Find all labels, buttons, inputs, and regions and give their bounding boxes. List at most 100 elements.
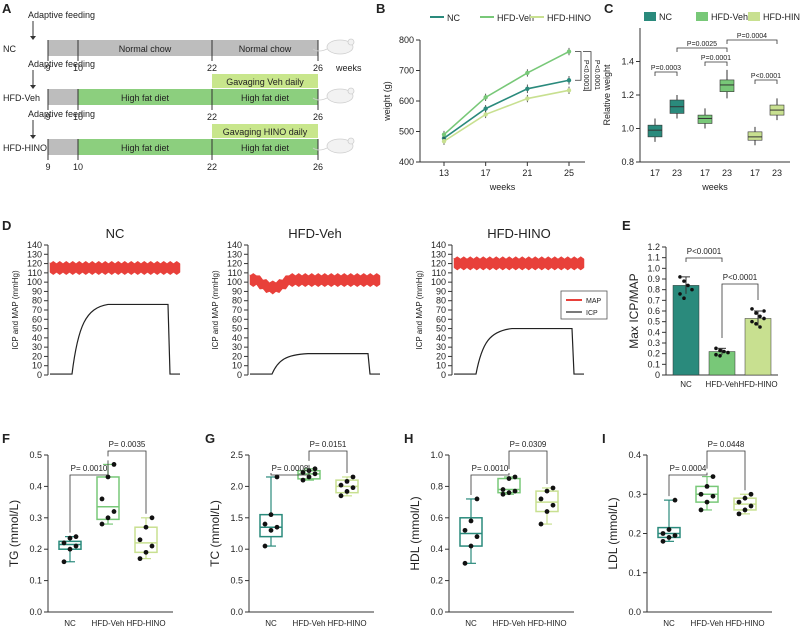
data-point xyxy=(111,509,117,514)
rat-ear-icon xyxy=(347,38,355,46)
rat-ear-icon xyxy=(347,137,355,145)
week-tick-label: 10 xyxy=(73,63,83,73)
y-tick-label: 0.8 xyxy=(647,285,660,295)
legend-swatch-NC xyxy=(644,12,656,21)
data-point xyxy=(105,515,111,521)
y-tick-label: 1.2 xyxy=(647,242,660,252)
panel-label-F: F xyxy=(2,431,10,446)
y-tick-label: 90 xyxy=(436,286,446,296)
gavage-bar xyxy=(212,74,318,88)
data-point xyxy=(710,474,716,479)
data-point xyxy=(660,538,666,544)
panel-label-D: D xyxy=(2,218,11,233)
data-point xyxy=(762,309,766,313)
y-tick-label: 0.2 xyxy=(628,529,641,539)
y-tick-label: 0.5 xyxy=(230,576,243,586)
bar-HFD-HINO xyxy=(744,318,772,376)
icp-trace xyxy=(50,303,180,375)
x-tick-label: 17 xyxy=(650,168,660,178)
y-tick-label: 100 xyxy=(27,277,42,287)
y-tick-label: 0.2 xyxy=(647,349,660,359)
y-tick-label: 0.3 xyxy=(647,338,660,348)
x-tick-label: 21 xyxy=(522,168,532,178)
y-tick-label: 120 xyxy=(431,259,446,269)
week-tick-label: 9 xyxy=(45,112,50,122)
rat-tail-icon xyxy=(312,48,328,52)
p-bracket xyxy=(754,79,778,84)
y-tick-label: 800 xyxy=(399,35,414,45)
adaptive-feeding-label: Adaptive feeding xyxy=(28,10,95,20)
data-point xyxy=(312,471,318,477)
x-tick-label: NC xyxy=(663,619,675,628)
series-line-HFD-Veh xyxy=(443,50,570,136)
data-point xyxy=(61,540,67,546)
p-value-label: P= 0.0448 xyxy=(708,440,745,449)
week-tick-label: 26 xyxy=(313,63,323,73)
y-axis-title: TC (mmol/L) xyxy=(208,500,222,567)
p-value-label: P<0.0001 xyxy=(723,273,758,282)
data-point xyxy=(143,524,149,530)
y-tick-label: 140 xyxy=(27,240,42,250)
p-value-label: P= 0.0010 xyxy=(472,464,509,473)
adaptive-feeding-label: Adaptive feeding xyxy=(28,59,95,69)
data-point xyxy=(748,503,754,509)
data-point xyxy=(714,346,718,351)
group-label: HFD-HINO xyxy=(3,143,47,153)
x-tick-label: HFD-Veh xyxy=(706,380,739,389)
adaptive-feeding-label: Adaptive feeding xyxy=(28,109,95,119)
y-tick-label: 60 xyxy=(32,314,42,324)
data-point xyxy=(698,507,704,513)
y-tick-label: 110 xyxy=(228,268,242,278)
data-point xyxy=(500,491,506,497)
data-point xyxy=(704,484,710,489)
data-point xyxy=(274,524,280,530)
segment-label: High fat diet xyxy=(121,143,170,153)
data-point xyxy=(544,509,550,514)
diet-bar-2 xyxy=(212,89,318,105)
p-bracket xyxy=(721,283,759,338)
y-tick-label: 20 xyxy=(32,351,42,361)
diet-bar-1 xyxy=(78,89,212,105)
y-tick-label: 30 xyxy=(436,342,446,352)
y-tick-label: 0.8 xyxy=(430,481,443,491)
group-label: HFD-Veh xyxy=(3,93,40,103)
x-axis-title: weeks xyxy=(489,182,516,192)
data-point xyxy=(736,499,742,505)
data-point xyxy=(300,470,306,475)
y-tick-label: 0.0 xyxy=(230,607,243,617)
trace-title: HFD-HINO xyxy=(487,226,551,241)
rat-tail-icon xyxy=(312,147,328,151)
series-line-HFD-HINO xyxy=(443,89,570,142)
rat-tail-icon xyxy=(312,97,328,101)
icp-trace xyxy=(250,353,380,375)
y-tick-label: 140 xyxy=(431,240,446,250)
data-point xyxy=(762,316,766,321)
data-point xyxy=(73,543,79,549)
data-point xyxy=(718,354,722,358)
p-value-label: P<0.0001 xyxy=(751,73,781,80)
x-tick-label: HFD-HINO xyxy=(126,619,165,628)
segment-label: High fat diet xyxy=(241,143,290,153)
y-tick-label: 0.1 xyxy=(628,568,641,578)
p-bracket xyxy=(470,472,510,495)
data-point xyxy=(468,518,474,524)
data-point xyxy=(754,311,758,315)
adaptive-bar xyxy=(48,139,78,155)
y-tick-label: 130 xyxy=(227,249,242,259)
y-tick-label: 90 xyxy=(32,286,42,296)
legend-label: ICP xyxy=(586,310,598,317)
p-bracket xyxy=(270,464,310,476)
p-bracket xyxy=(107,450,147,514)
data-point xyxy=(690,287,694,292)
week-tick-label: 10 xyxy=(73,162,83,172)
y-tick-label: 0.0 xyxy=(628,607,641,617)
data-point-HFD-Veh xyxy=(483,95,488,100)
data-point xyxy=(274,474,280,480)
p-bracket xyxy=(676,47,728,52)
panel-label-G: G xyxy=(205,431,215,446)
week-tick-label: 26 xyxy=(313,112,323,122)
data-point-NC xyxy=(525,86,530,92)
data-point xyxy=(262,543,268,549)
diet-bar-2 xyxy=(212,40,318,56)
y-tick-label: 0 xyxy=(441,370,446,380)
